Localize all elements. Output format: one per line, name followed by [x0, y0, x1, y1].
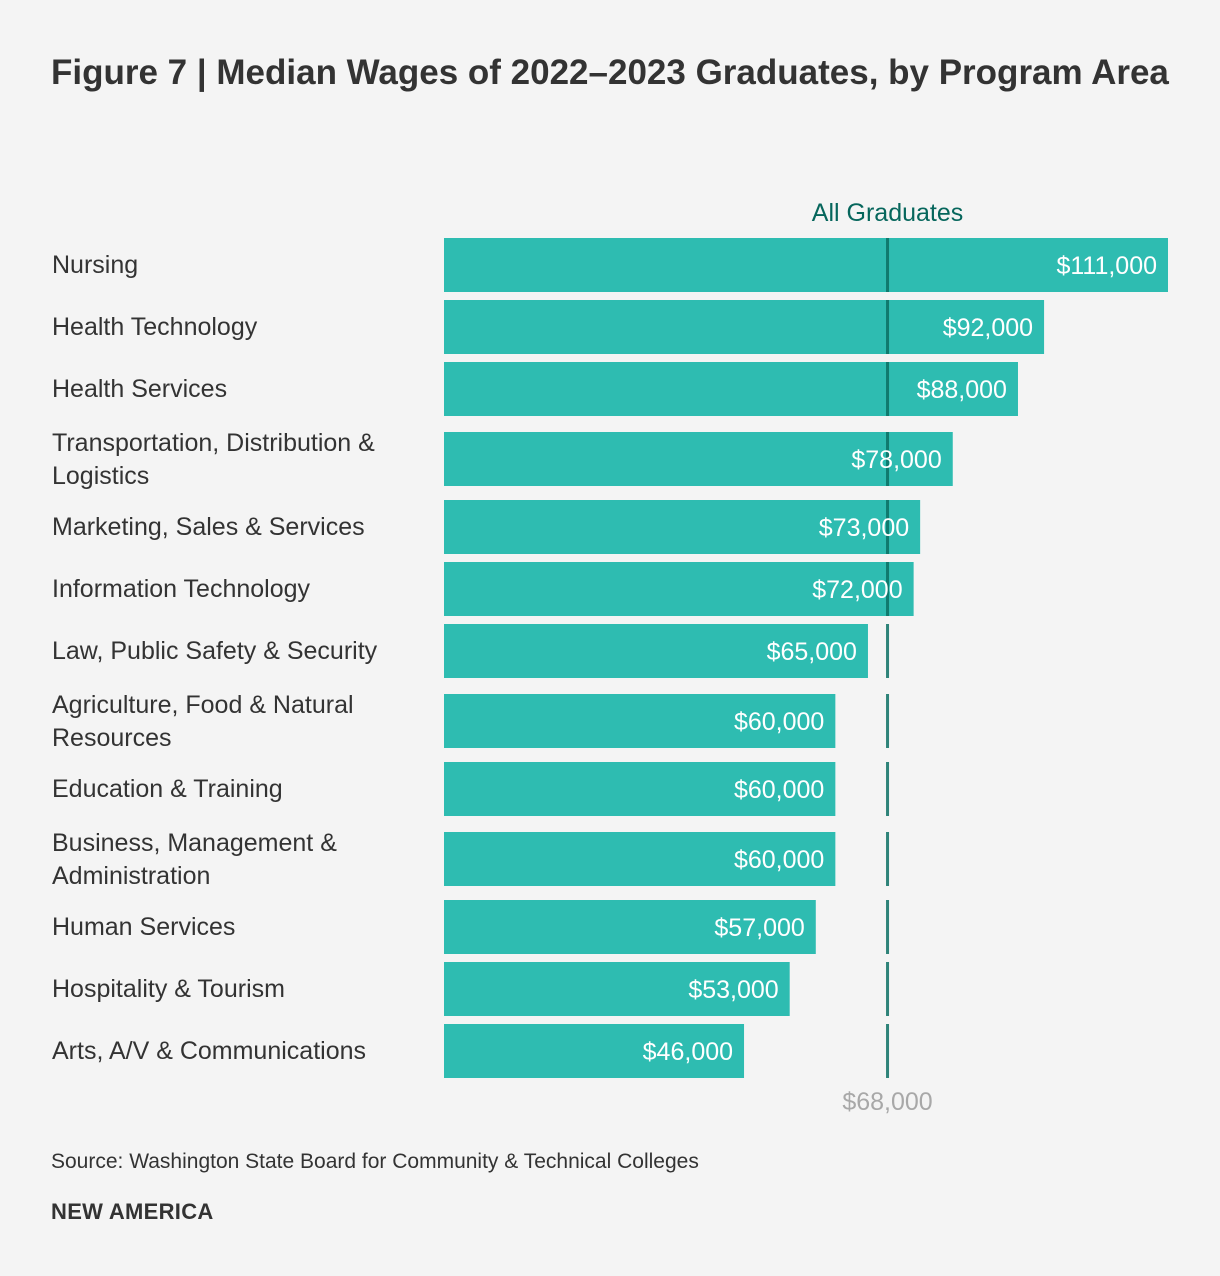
value-label: $60,000	[734, 708, 824, 736]
source-note: Source: Washington State Board for Commu…	[51, 1150, 699, 1173]
reference-line-segment	[886, 624, 890, 678]
value-label: $73,000	[819, 514, 909, 542]
category-label: Arts, A/V & Communications	[52, 1037, 366, 1065]
category-label: Human Services	[52, 913, 235, 941]
bar	[444, 694, 836, 748]
category-label: Marketing, Sales & Services	[52, 513, 365, 541]
reference-line-value: $68,000	[842, 1088, 932, 1116]
reference-line-segment	[886, 832, 890, 886]
bar	[444, 962, 790, 1016]
reference-line-label: All Graduates	[812, 199, 963, 227]
bar	[444, 300, 1045, 354]
category-label-line: Logistics	[52, 462, 149, 490]
bar	[444, 500, 921, 554]
bar	[444, 238, 1168, 292]
bars-group	[444, 238, 1168, 1078]
reference-line-segment	[886, 562, 890, 616]
reference-line-segment	[886, 300, 890, 354]
reference-line-segment	[886, 500, 890, 554]
reference-line-segment	[886, 900, 890, 954]
bar	[444, 432, 953, 486]
reference-line-segment	[886, 762, 890, 816]
category-label-line: Agriculture, Food & Natural	[52, 691, 354, 719]
reference-line-segment	[886, 962, 890, 1016]
category-label-line: Transportation, Distribution &	[52, 429, 375, 457]
category-label: Health Technology	[52, 313, 258, 341]
reference-line-segment	[886, 694, 890, 748]
value-label: $78,000	[851, 446, 941, 474]
category-label: Health Services	[52, 375, 227, 403]
value-label: $72,000	[812, 576, 902, 604]
chart-title: Figure 7 | Median Wages of 2022–2023 Gra…	[51, 53, 1169, 92]
category-label: Agriculture, Food & Natural Resources	[52, 691, 354, 752]
category-labels-group: Nursing Health Technology Health Services T…	[52, 251, 378, 1065]
reference-line-segment	[886, 238, 890, 292]
category-label: Nursing	[52, 251, 138, 279]
value-label: $65,000	[767, 638, 857, 666]
category-label: Business, Management & Administration	[52, 829, 337, 890]
reference-line-segment	[886, 432, 890, 486]
category-label-line: Resources	[52, 724, 172, 752]
category-label-line: Administration	[52, 862, 210, 890]
value-label: $88,000	[917, 376, 1007, 404]
value-label: $92,000	[943, 314, 1033, 342]
bar	[444, 562, 914, 616]
bar	[444, 832, 836, 886]
bar	[444, 762, 836, 816]
bar-chart: Nursing Health Technology Health Services T…	[52, 199, 1168, 1116]
category-label: Law, Public Safety & Security	[52, 637, 378, 665]
value-labels-group: $111,000 $92,000 $88,000 $78,000 $73,000 $72,…	[643, 252, 1157, 1066]
brand-logo-text: NEW AMERICA	[51, 1199, 214, 1224]
bar	[444, 1024, 745, 1078]
value-label: $53,000	[688, 976, 778, 1004]
category-label-line: Business, Management &	[52, 829, 337, 857]
bar	[444, 624, 868, 678]
bar	[444, 362, 1018, 416]
value-label: $111,000	[1056, 252, 1157, 280]
reference-group: All Graduates $68,000	[812, 199, 963, 1116]
value-label: $57,000	[714, 914, 804, 942]
value-label: $60,000	[734, 776, 824, 804]
reference-line-segment	[886, 1024, 890, 1078]
value-label: $46,000	[643, 1038, 733, 1066]
reference-line-segment	[886, 362, 890, 416]
category-label: Information Technology	[52, 575, 311, 603]
category-label: Transportation, Distribution & Logistics	[52, 429, 375, 490]
value-label: $60,000	[734, 846, 824, 874]
category-label: Education & Training	[52, 775, 283, 803]
category-label: Hospitality & Tourism	[52, 975, 285, 1003]
bar	[444, 900, 816, 954]
